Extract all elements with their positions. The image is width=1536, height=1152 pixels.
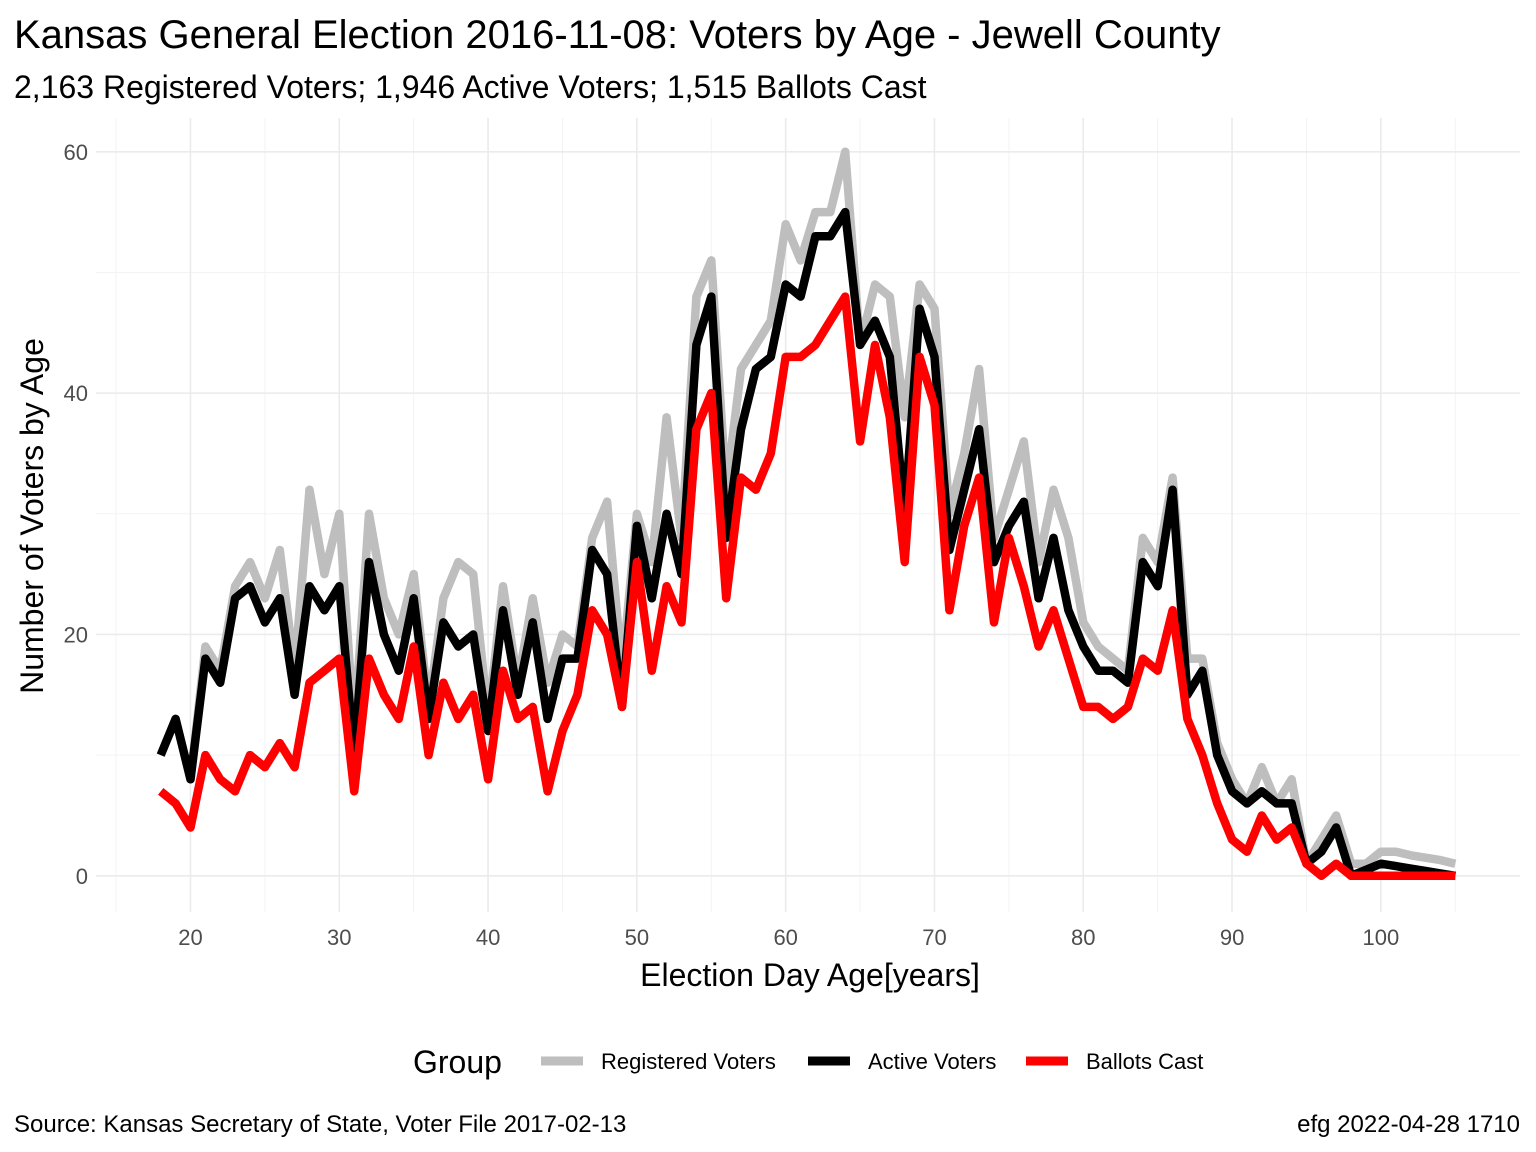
chart-title: Kansas General Election 2016-11-08: Vote…: [14, 13, 1221, 57]
x-tick-label: 50: [625, 925, 649, 950]
series-line-ballots-cast: [158, 292, 1456, 881]
x-tick-label: 60: [773, 925, 797, 950]
x-tick-label: 80: [1071, 925, 1095, 950]
chart-subtitle: 2,163 Registered Voters; 1,946 Active Vo…: [14, 69, 927, 105]
legend-label-ballots-cast: Ballots Cast: [1086, 1049, 1203, 1074]
credit-caption: efg 2022-04-28 1710: [1297, 1111, 1520, 1138]
series-lines: [156, 147, 1457, 881]
legend-title: Group: [413, 1044, 502, 1080]
x-tick-label: 30: [327, 925, 351, 950]
series-line-active-voters: [156, 207, 1456, 881]
legend: Group Registered Voters Active Voters Ba…: [413, 1044, 1203, 1080]
x-tick-label: 40: [476, 925, 500, 950]
y-tick-label: 20: [64, 622, 88, 647]
x-tick-label: 20: [178, 925, 202, 950]
y-axis-title: Number of Voters by Age: [14, 338, 50, 694]
y-axis-ticks: 0 20 40 60: [64, 140, 88, 889]
source-caption: Source: Kansas Secretary of State, Voter…: [14, 1111, 626, 1138]
legend-label-registered-voters: Registered Voters: [601, 1049, 776, 1074]
y-tick-label: 40: [64, 381, 88, 406]
x-axis-ticks: 20 30 40 50 60 70 80 90 100: [178, 925, 1399, 950]
x-axis-title: Election Day Age[years]: [640, 957, 980, 993]
y-tick-label: 0: [76, 864, 88, 889]
series-line-registered-voters: [156, 147, 1457, 868]
x-tick-label: 100: [1363, 925, 1400, 950]
x-tick-label: 70: [922, 925, 946, 950]
legend-label-active-voters: Active Voters: [868, 1049, 996, 1074]
plot-panel: [96, 118, 1520, 912]
y-tick-label: 60: [64, 140, 88, 165]
x-tick-label: 90: [1220, 925, 1244, 950]
